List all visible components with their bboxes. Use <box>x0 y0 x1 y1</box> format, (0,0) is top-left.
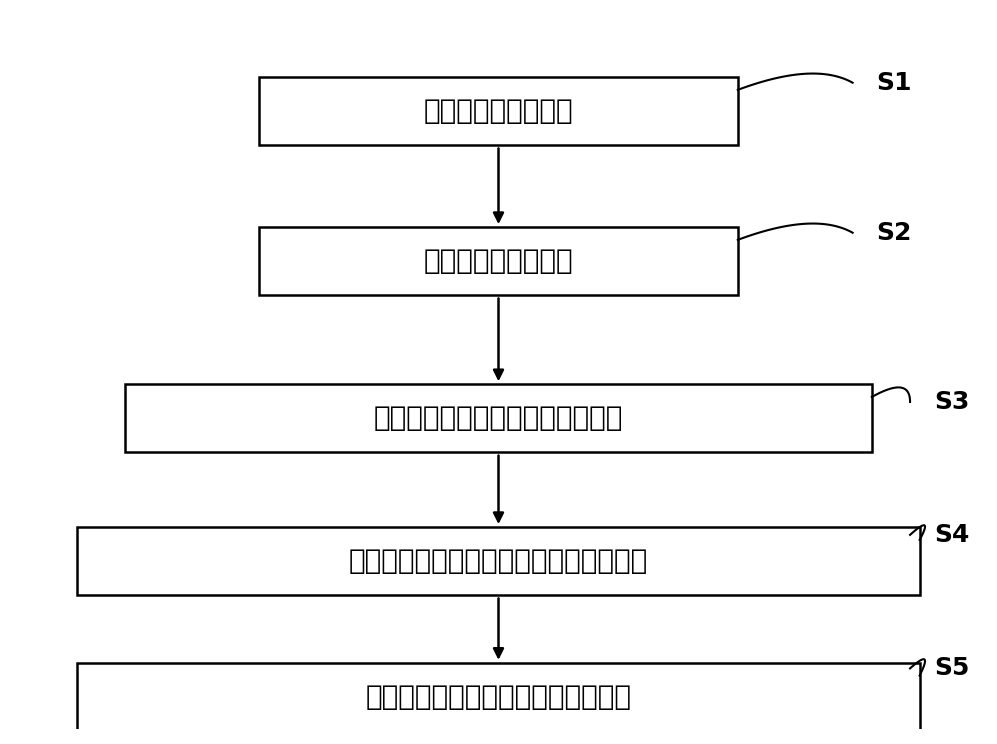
Text: 将屏幕窗口中的坐标转成鼠标指令。: 将屏幕窗口中的坐标转成鼠标指令。 <box>366 683 631 711</box>
Bar <box>259 77 738 145</box>
Text: 追踪瞳孔中心并确定瞳孔中心坐标: 追踪瞳孔中心并确定瞳孔中心坐标 <box>374 405 623 432</box>
Text: 提取出眼部特征信息: 提取出眼部特征信息 <box>424 247 573 275</box>
Bar <box>259 228 738 295</box>
Bar <box>126 385 871 452</box>
Text: S4: S4 <box>934 523 969 547</box>
Bar <box>78 527 919 595</box>
Text: S3: S3 <box>934 390 969 414</box>
Text: S5: S5 <box>934 656 969 681</box>
Bar <box>78 663 919 731</box>
Text: 将瞳孔中心坐标映射成屏幕窗口中的坐标: 将瞳孔中心坐标映射成屏幕窗口中的坐标 <box>349 548 648 575</box>
Text: S2: S2 <box>876 221 912 245</box>
Text: 采集人脸部图像信息: 采集人脸部图像信息 <box>424 97 573 125</box>
Text: S1: S1 <box>876 71 912 94</box>
